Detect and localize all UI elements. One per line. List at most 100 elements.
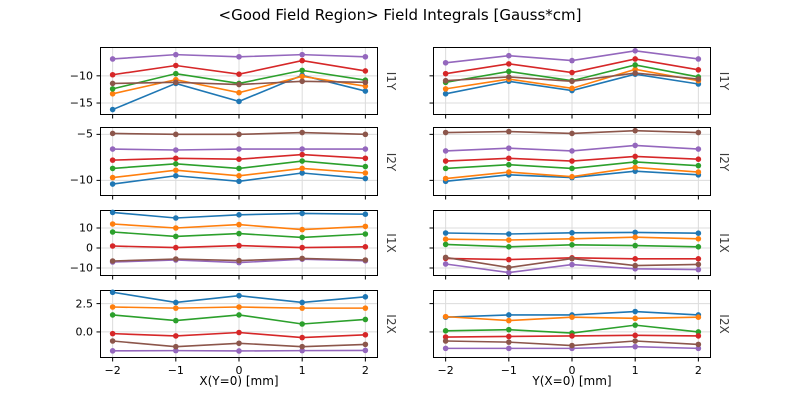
data-point-purple xyxy=(362,53,369,60)
data-point-green xyxy=(442,165,449,172)
data-point-green xyxy=(109,86,116,92)
data-point-brown xyxy=(109,80,116,87)
data-point-purple xyxy=(632,48,638,54)
data-point-red xyxy=(632,56,638,62)
data-point-blue xyxy=(299,210,305,217)
data-point-orange xyxy=(442,175,449,182)
y-tick-label: 0 xyxy=(86,241,93,255)
data-point-green xyxy=(236,312,242,318)
data-point-purple xyxy=(569,148,575,154)
x-tick-label: −2 xyxy=(437,364,454,377)
data-point-brown xyxy=(569,255,575,262)
data-point-brown xyxy=(695,341,702,348)
data-point-orange xyxy=(362,170,369,176)
data-point-orange xyxy=(569,85,575,92)
data-point-red xyxy=(362,155,369,162)
data-point-brown xyxy=(173,256,179,262)
data-point-blue xyxy=(695,230,702,236)
data-point-brown xyxy=(506,74,512,80)
data-point-red xyxy=(632,153,638,160)
data-point-purple xyxy=(236,53,242,60)
data-point-orange xyxy=(695,169,702,175)
subplot-i2y-x: I2Y −5 −10 xyxy=(70,127,398,200)
data-point-brown xyxy=(362,131,369,138)
data-point-red xyxy=(632,256,638,262)
data-point-purple xyxy=(173,51,179,58)
data-point-red xyxy=(236,329,242,336)
row-label-i1y: I1Y xyxy=(717,71,731,91)
data-point-red xyxy=(569,158,575,164)
y-tick-label: 2.5 xyxy=(75,297,94,311)
data-point-orange xyxy=(442,313,449,320)
data-point-purple xyxy=(109,56,116,62)
data-point-purple xyxy=(173,147,179,153)
data-point-brown xyxy=(506,264,512,271)
data-point-orange xyxy=(109,221,116,227)
data-point-orange xyxy=(299,165,305,172)
data-point-blue xyxy=(299,299,305,306)
data-point-brown xyxy=(109,130,116,137)
data-point-orange xyxy=(569,236,575,242)
data-point-blue xyxy=(109,209,116,216)
data-point-blue xyxy=(442,90,449,97)
chart-canvas-i2y-x xyxy=(96,127,378,200)
data-point-green xyxy=(362,231,369,237)
data-point-green xyxy=(695,329,702,335)
data-point-red xyxy=(109,330,116,337)
data-point-orange xyxy=(173,167,179,174)
data-point-purple xyxy=(695,56,702,62)
data-point-purple xyxy=(236,146,242,152)
data-point-red xyxy=(236,242,242,249)
data-point-purple xyxy=(442,261,449,267)
data-point-green xyxy=(569,165,575,172)
data-point-purple xyxy=(569,57,575,64)
data-point-blue xyxy=(632,229,638,236)
data-point-purple xyxy=(109,348,116,354)
data-point-brown xyxy=(299,129,305,136)
subplot-i2y-y: I2Y xyxy=(429,127,731,200)
data-point-green xyxy=(109,229,116,235)
data-point-orange xyxy=(109,174,116,181)
data-point-brown xyxy=(632,262,638,269)
y-tick-label: 0.0 xyxy=(75,325,94,339)
data-point-brown xyxy=(362,341,369,348)
data-point-green xyxy=(173,317,179,324)
data-point-red xyxy=(695,156,702,162)
data-point-blue xyxy=(299,170,305,176)
data-point-red xyxy=(173,62,179,69)
data-point-orange xyxy=(506,169,512,175)
data-point-brown xyxy=(236,340,242,347)
data-point-red xyxy=(442,70,449,77)
data-point-orange xyxy=(442,86,449,92)
x-tick-label: 1 xyxy=(631,364,639,377)
data-point-red xyxy=(299,151,305,158)
data-point-blue xyxy=(632,308,638,315)
data-point-brown xyxy=(632,127,638,134)
data-point-orange xyxy=(236,172,242,179)
data-point-green xyxy=(506,68,512,75)
data-point-red xyxy=(109,243,116,249)
data-point-red xyxy=(442,334,449,340)
data-point-brown xyxy=(442,77,449,84)
data-point-orange xyxy=(109,304,116,310)
data-point-blue xyxy=(506,231,512,237)
data-point-green xyxy=(236,230,242,237)
data-point-orange xyxy=(236,304,242,310)
data-point-green xyxy=(569,242,575,248)
y-tick-label: −5 xyxy=(76,127,93,141)
data-point-brown xyxy=(109,258,116,264)
data-point-blue xyxy=(109,289,116,296)
data-point-brown xyxy=(632,338,638,344)
data-point-purple xyxy=(442,148,449,154)
data-point-orange xyxy=(236,89,242,96)
chart-canvas-i1y-x xyxy=(96,47,378,119)
data-point-purple xyxy=(236,348,242,354)
figure-title: <Good Field Region> Field Integrals [Gau… xyxy=(218,6,582,24)
subplot-i1y-x: I1Y −10 −15 xyxy=(70,47,398,119)
x-axis-label-left: X(Y=0) [mm] xyxy=(199,374,279,388)
data-point-orange xyxy=(109,90,116,97)
data-point-purple xyxy=(506,345,512,352)
data-point-brown xyxy=(695,76,702,82)
subplot-i2x-y: I2X −2 −1 0 1 2 xyxy=(429,290,731,377)
data-point-blue xyxy=(236,178,242,185)
